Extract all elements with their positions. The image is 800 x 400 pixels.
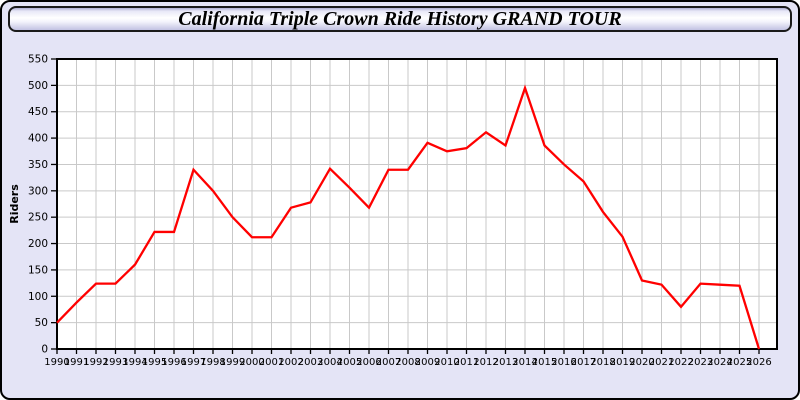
y-axis-tick-label: 500 xyxy=(28,80,48,92)
y-axis-tick-label: 450 xyxy=(28,106,48,118)
y-axis-tick-label: 0 xyxy=(41,344,48,356)
x-axis-tick-label: 2022 xyxy=(668,357,693,368)
y-axis-tick-label: 150 xyxy=(28,264,48,276)
plot-border xyxy=(56,58,778,350)
x-axis-tick-label: 2001 xyxy=(259,357,284,368)
x-axis-tick-label: 2023 xyxy=(688,357,713,368)
x-axis-tick-label: 2015 xyxy=(532,357,557,368)
x-axis-tick-label: 2018 xyxy=(590,357,615,368)
y-axis-tick-label: 50 xyxy=(35,317,48,329)
x-axis-tick-label: 2012 xyxy=(473,357,498,368)
riders-series-line xyxy=(56,84,761,350)
y-axis-tick-label: 250 xyxy=(28,212,48,224)
x-axis-tick-label: 2014 xyxy=(512,357,537,368)
x-axis-tick-label: 2026 xyxy=(746,357,771,368)
plot-background xyxy=(57,59,777,349)
x-axis-tick-label: 1994 xyxy=(122,357,147,368)
x-axis-tick-label: 1991 xyxy=(64,357,89,368)
x-axis-tick-label: 2005 xyxy=(337,357,362,368)
y-axis-tick-label: 300 xyxy=(28,185,48,197)
x-axis-tick-label: 2020 xyxy=(629,357,654,368)
y-axis-tick-label: 100 xyxy=(28,291,48,303)
x-axis-tick-label: 2000 xyxy=(239,357,264,368)
x-axis-tick-label: 2002 xyxy=(278,357,303,368)
x-axis-tick-label: 2009 xyxy=(415,357,440,368)
x-axis-tick-label: 2008 xyxy=(395,357,420,368)
x-axis-tick-label: 2025 xyxy=(727,357,752,368)
x-axis-tick-label: 2011 xyxy=(454,357,479,368)
y-axis-tick-label: 400 xyxy=(28,133,48,145)
x-axis-tick-label: 2017 xyxy=(571,357,596,368)
y-axis-tick-label: 550 xyxy=(28,54,48,66)
y-axis-tick-label: 200 xyxy=(28,238,48,250)
x-axis-tick-label: 1999 xyxy=(220,357,245,368)
x-axis-tick-label: 1997 xyxy=(181,357,206,368)
x-axis-tick-label: 1995 xyxy=(142,357,167,368)
x-axis-tick-label: 2016 xyxy=(551,357,576,368)
x-axis-tick-label: 2003 xyxy=(298,357,323,368)
x-axis-tick-label: 2024 xyxy=(707,357,732,368)
x-axis-tick-label: 2021 xyxy=(649,357,674,368)
x-axis-tick-label: 2007 xyxy=(376,357,401,368)
y-axis-tick-label: 350 xyxy=(28,159,48,171)
x-axis-tick-label: 1990 xyxy=(44,357,69,368)
x-axis-tick-label: 2006 xyxy=(356,357,381,368)
x-axis-tick-label: 2019 xyxy=(610,357,635,368)
x-axis-tick-label: 2010 xyxy=(434,357,459,368)
x-axis-tick-label: 1993 xyxy=(103,357,128,368)
y-axis-title: Riders xyxy=(8,184,21,224)
x-axis-tick-label: 2013 xyxy=(493,357,518,368)
x-axis-tick-label: 2004 xyxy=(317,357,342,368)
title-bar: California Triple Crown Ride History GRA… xyxy=(8,6,792,32)
x-axis-tick-label: 1998 xyxy=(200,357,225,368)
chart-title: California Triple Crown Ride History GRA… xyxy=(178,7,622,30)
x-axis-tick-label: 1996 xyxy=(161,357,186,368)
x-axis-tick-label: 1992 xyxy=(83,357,108,368)
